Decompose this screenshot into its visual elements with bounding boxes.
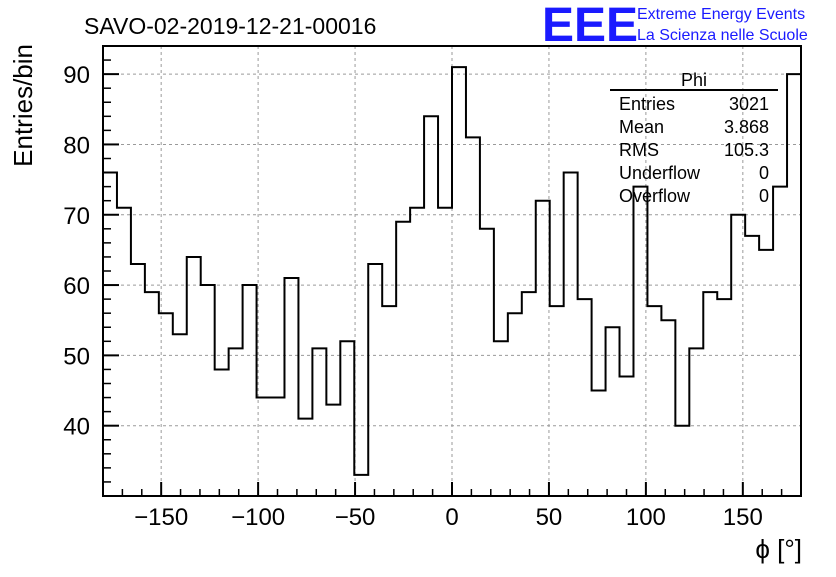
stats-value-rms: 105.3 xyxy=(724,140,769,160)
eee-logo: EEE xyxy=(542,0,638,52)
logo-line-1: Extreme Energy Events xyxy=(637,6,805,23)
x-tick-label: −150 xyxy=(134,504,188,531)
stats-label-entries: Entries xyxy=(619,94,675,114)
stats-label-overflow: Overflow xyxy=(619,186,691,206)
stats-value-entries: 3021 xyxy=(729,94,769,114)
histogram-line xyxy=(103,66,801,476)
y-tick-label: 80 xyxy=(63,132,90,159)
stats-box: Phi Entries 3021 Mean 3.868 RMS 105.3 Un… xyxy=(610,70,778,206)
axis-ticks: −150 −100 −50 0 50 100 150 40 50 60 70 80 90 xyxy=(63,59,802,531)
x-tick-label: 50 xyxy=(536,504,563,531)
stats-value-underflow: 0 xyxy=(759,163,769,183)
x-tick-label: 0 xyxy=(445,504,458,531)
y-tick-label: 60 xyxy=(63,273,90,300)
stats-label-rms: RMS xyxy=(619,140,659,160)
x-tick-label: 150 xyxy=(723,504,763,531)
y-tick-label: 70 xyxy=(63,203,90,230)
x-tick-label: 100 xyxy=(626,504,666,531)
x-axis-label: ϕ [°] xyxy=(755,534,802,564)
stats-value-overflow: 0 xyxy=(759,186,769,206)
y-axis-label: Entries/bin xyxy=(8,44,38,167)
y-tick-label: 90 xyxy=(63,62,90,89)
stats-label-underflow: Underflow xyxy=(619,163,701,183)
y-tick-label: 40 xyxy=(63,414,90,441)
logo-line-2: La Scienza nelle Scuole xyxy=(637,27,808,44)
y-tick-label: 50 xyxy=(63,343,90,370)
stats-value-mean: 3.868 xyxy=(724,117,769,137)
x-tick-label: −100 xyxy=(231,504,285,531)
x-tick-label: −50 xyxy=(335,504,376,531)
chart-title: SAVO-02-2019-12-21-00016 xyxy=(84,13,376,39)
stats-label-mean: Mean xyxy=(619,117,664,137)
stats-box-title: Phi xyxy=(681,70,707,90)
